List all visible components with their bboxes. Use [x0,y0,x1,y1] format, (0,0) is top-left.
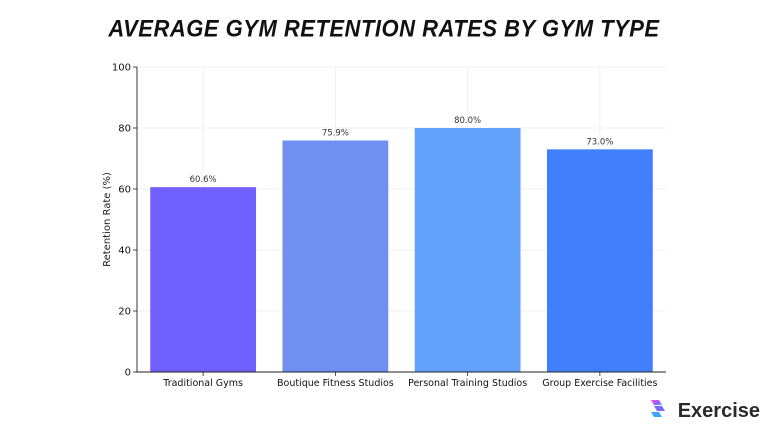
axes: Traditional Gyms Boutique Fitness Studios… [112,63,666,389]
bars [150,128,653,372]
y-tick-label: 60 [118,185,131,196]
y-tick-label: 80 [118,124,131,135]
x-tick-label: Group Exercise Facilities [542,378,657,389]
brand-name: Exercise [677,399,760,422]
y-tick-label: 100 [112,63,131,74]
exercise-logo-icon [648,398,670,424]
x-tick-label: Boutique Fitness Studios [277,378,394,389]
x-tick-label: Traditional Gyms [162,378,243,389]
data-labels: 60.6% 75.9% 80.0% 73.0% [190,116,614,185]
brand-logo: Exercise [648,398,760,424]
bar [414,128,521,372]
bar [150,187,257,372]
data-label: 75.9% [322,129,349,139]
y-tick-label: 0 [125,368,131,379]
data-label: 60.6% [190,175,217,185]
y-axis-label: Retention Rate (%) [102,172,113,267]
bar [546,149,653,372]
y-tick-label: 40 [118,246,131,257]
data-label: 80.0% [454,116,481,126]
y-tick-label: 20 [118,307,131,318]
bar [282,140,389,372]
data-label: 73.0% [586,137,613,147]
x-tick-label: Personal Training Studios [408,378,527,389]
chart-title: AVERAGE GYM RETENTION RATES BY GYM TYPE [108,14,660,42]
